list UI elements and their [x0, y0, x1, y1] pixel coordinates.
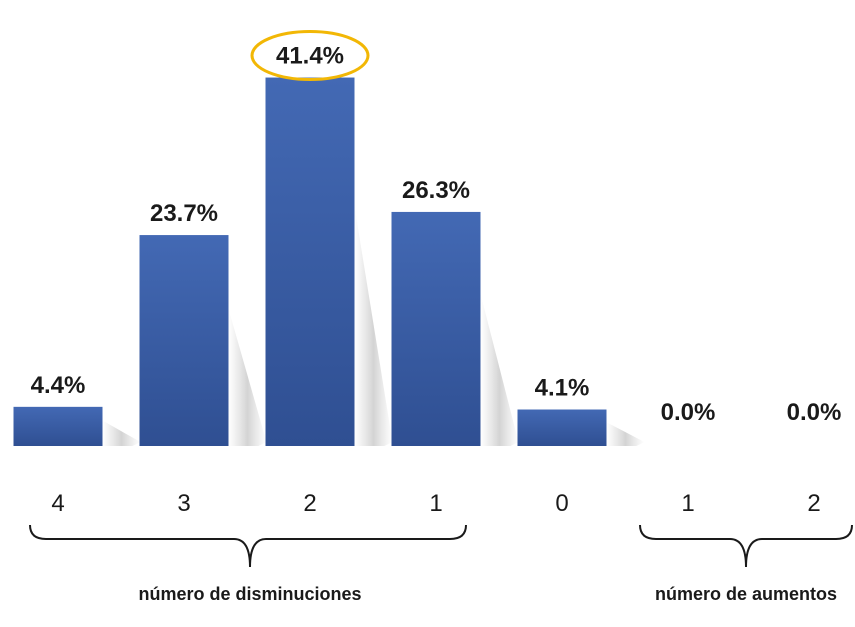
bar-shadow: [354, 206, 393, 446]
x-tick-label: 1: [681, 490, 694, 517]
bar: [265, 77, 355, 446]
category-groups: número de disminuciones número de aumento…: [29, 524, 853, 604]
x-tick-label: 0: [555, 490, 568, 517]
x-tick-label: 2: [303, 490, 316, 517]
bars: [13, 77, 607, 446]
group-brace: [29, 524, 467, 568]
value-labels: 4.4% 23.7% 41.4% 26.3% 4.1% 0.0% 0.0%: [31, 43, 842, 426]
x-tick-label: 1: [429, 490, 442, 517]
bar: [139, 235, 229, 446]
x-tick-labels: 4 3 2 1 0 1 2: [51, 490, 820, 517]
x-tick-label: 2: [807, 490, 820, 517]
data-label: 23.7%: [150, 200, 218, 227]
bar-shadows: [102, 206, 645, 446]
x-tick-label: 3: [177, 490, 190, 517]
data-label: 41.4%: [276, 43, 344, 70]
group-label: número de aumentos: [655, 584, 837, 604]
data-label: 4.1%: [535, 375, 590, 402]
data-label: 0.0%: [787, 399, 842, 426]
data-label: 0.0%: [661, 399, 716, 426]
group-brace: [639, 524, 853, 568]
bar-shadow: [606, 422, 645, 446]
data-label: 26.3%: [402, 177, 470, 204]
group-label: número de disminuciones: [138, 584, 361, 604]
bar: [517, 409, 607, 446]
x-tick-label: 4: [51, 490, 64, 517]
bar-shadow: [480, 293, 519, 446]
bar-shadow: [102, 420, 141, 446]
bar: [13, 406, 103, 446]
highlight-ellipse: [250, 30, 370, 82]
bar-shadow: [228, 308, 267, 446]
data-label: 4.4%: [31, 372, 86, 399]
bar: [391, 211, 481, 446]
